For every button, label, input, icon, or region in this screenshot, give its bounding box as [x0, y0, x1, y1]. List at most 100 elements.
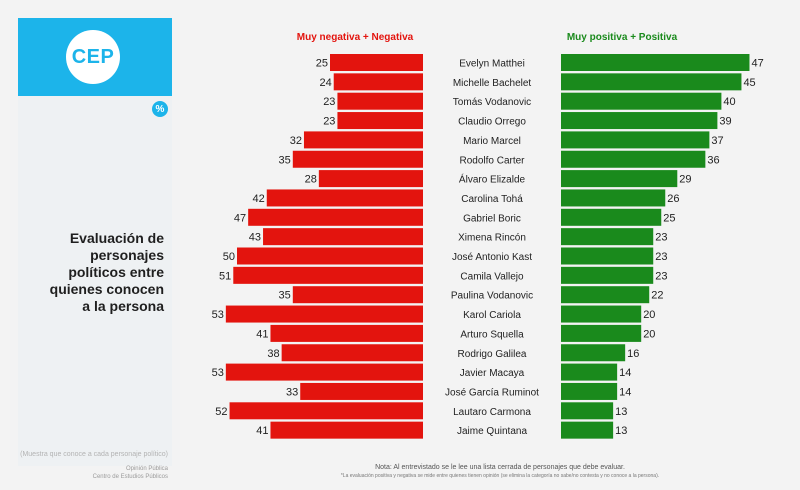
bar-negative: [337, 92, 423, 110]
value-label-negative: 51: [219, 270, 231, 282]
bar-positive: [561, 54, 750, 71]
bar-positive: [561, 131, 710, 149]
bar-negative: [225, 363, 423, 381]
value-label-positive: 16: [627, 348, 639, 360]
footnote: Nota: Al entrevistado se le lee una list…: [375, 464, 625, 471]
category-label: Claudio Orrego: [458, 117, 526, 128]
value-label-positive: 20: [643, 328, 655, 340]
bar-positive: [561, 266, 654, 284]
value-label-positive: 47: [751, 58, 763, 70]
value-label-negative: 50: [223, 251, 235, 263]
value-label-negative: 25: [316, 58, 328, 70]
diverging-bar-chart: Muy negativa + Negativa Muy positiva + P…: [212, 32, 764, 439]
category-label: Carolina Tohá: [461, 194, 523, 205]
category-label: Karol Cariola: [463, 310, 521, 321]
sidebar-panel: CEP % Evaluación de personajes políticos…: [18, 18, 172, 466]
bar-positive: [561, 73, 742, 91]
bar-negative: [281, 344, 423, 362]
category-label: José García Ruminot: [445, 387, 539, 398]
category-label: Camila Vallejo: [460, 271, 524, 282]
category-label: Tomás Vodanovic: [453, 97, 531, 108]
value-label-positive: 22: [651, 290, 663, 302]
value-label-negative: 42: [253, 193, 265, 205]
category-label: Michelle Bachelet: [453, 78, 532, 89]
value-label-positive: 40: [723, 96, 735, 108]
category-label: Álvaro Elizalde: [459, 173, 526, 186]
bar-negative: [333, 73, 423, 91]
source-line: Centro de Estudios Públicos: [92, 474, 168, 480]
value-label-negative: 53: [212, 367, 224, 379]
bar-negative: [237, 247, 423, 265]
value-label-negative: 52: [215, 406, 227, 418]
value-label-positive: 13: [615, 425, 627, 437]
bar-negative: [225, 305, 423, 323]
category-label: Gabriel Boric: [463, 213, 521, 224]
value-label-negative: 23: [323, 96, 335, 108]
value-label-positive: 23: [655, 251, 667, 263]
chart-title: Evaluación de personajes políticos entre…: [18, 230, 164, 315]
bar-positive: [561, 150, 706, 168]
bar-positive: [561, 324, 642, 342]
value-label-negative: 35: [279, 154, 291, 166]
value-label-positive: 23: [655, 232, 667, 244]
bar-negative: [263, 228, 423, 246]
bar-negative: [270, 324, 423, 342]
value-label-positive: 39: [719, 116, 731, 128]
bar-negative: [266, 189, 423, 207]
bar-negative: [229, 402, 423, 420]
value-label-negative: 47: [234, 212, 246, 224]
bar-negative: [292, 150, 423, 168]
bar-positive: [561, 92, 722, 110]
title-line: políticos entre: [68, 264, 164, 280]
bar-positive: [561, 363, 618, 381]
bar-negative: [292, 286, 423, 304]
bar-negative: [303, 131, 423, 149]
bar-positive: [561, 421, 614, 439]
value-label-positive: 29: [679, 174, 691, 186]
bar-negative: [318, 170, 423, 188]
value-label-positive: 14: [619, 386, 631, 398]
cep-logo-box: CEP: [18, 18, 172, 96]
category-label: Evelyn Matthei: [459, 59, 525, 70]
bar-positive: [561, 286, 650, 304]
value-label-negative: 43: [249, 232, 261, 244]
value-label-positive: 25: [663, 212, 675, 224]
bar-negative: [270, 421, 423, 439]
bar-negative: [248, 208, 423, 226]
source-credit: Opinión Pública Centro de Estudios Públi…: [18, 465, 168, 481]
value-label-positive: 14: [619, 367, 631, 379]
source-line: Opinión Pública: [125, 466, 168, 472]
value-label-negative: 35: [279, 290, 291, 302]
category-label: Mario Marcel: [463, 136, 521, 147]
value-label-negative: 53: [212, 309, 224, 321]
value-label-negative: 41: [256, 425, 268, 437]
bar-negative: [300, 382, 423, 400]
bar-positive: [561, 208, 662, 226]
sample-note: (Muestra que conoce a cada personaje pol…: [20, 451, 168, 458]
value-label-positive: 13: [615, 406, 627, 418]
value-label-positive: 26: [667, 193, 679, 205]
bar-positive: [561, 344, 626, 362]
category-label: Javier Macaya: [460, 368, 525, 379]
title-line: personajes: [90, 247, 164, 263]
category-label: Ximena Rincón: [458, 233, 526, 244]
category-label: Arturo Squella: [460, 329, 524, 340]
value-label-positive: 45: [743, 77, 755, 89]
legend-negative: Muy negativa + Negativa: [297, 32, 414, 43]
percent-badge: %: [152, 101, 168, 117]
title-line: Evaluación de: [69, 230, 164, 246]
bar-positive: [561, 112, 718, 130]
value-label-negative: 33: [286, 386, 298, 398]
footnote-sub: *La evaluación positiva y negativa se mi…: [340, 473, 660, 479]
category-label: Jaime Quintana: [457, 426, 527, 437]
bar-positive: [561, 189, 666, 207]
bar-negative: [233, 266, 423, 284]
category-label: José Antonio Kast: [452, 252, 532, 263]
value-label-negative: 38: [267, 348, 279, 360]
value-label-negative: 28: [305, 174, 317, 186]
bar-negative: [337, 112, 423, 130]
category-label: Rodolfo Carter: [459, 155, 525, 166]
value-label-positive: 36: [707, 154, 719, 166]
value-label-negative: 41: [256, 328, 268, 340]
value-label-negative: 32: [290, 135, 302, 147]
